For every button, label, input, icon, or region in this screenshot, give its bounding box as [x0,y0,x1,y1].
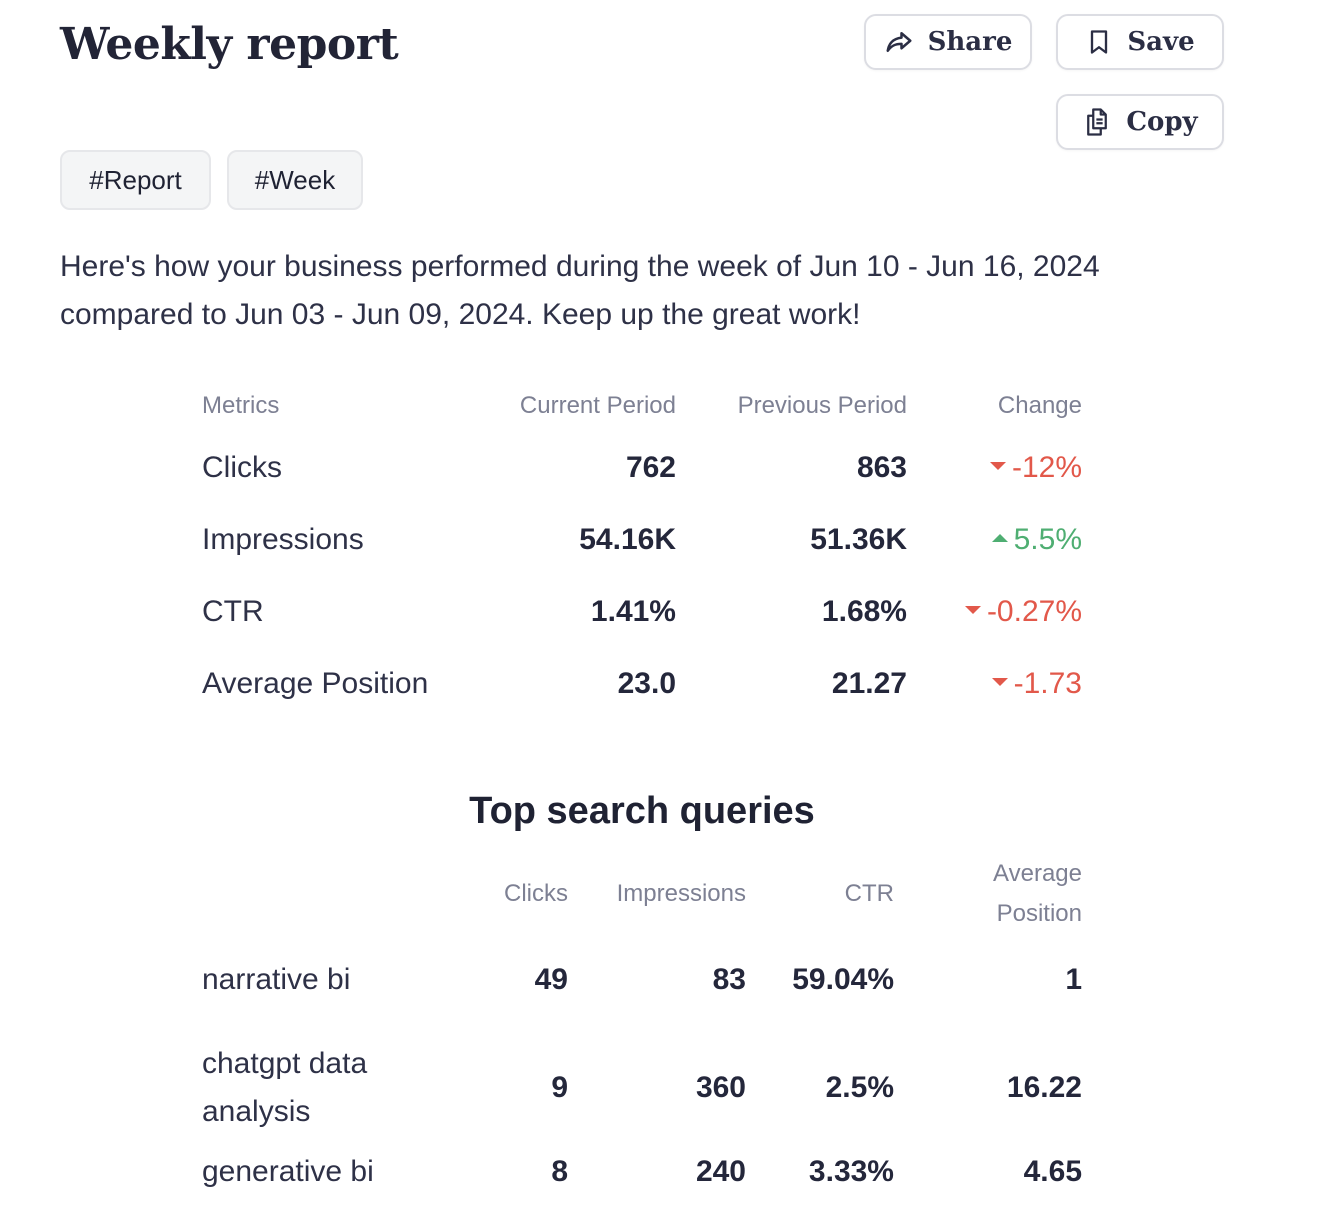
metric-change: -12% [989,432,1082,504]
query-position: 1 [1065,963,1082,996]
query-row: narrative bi 49 83 59.04% 1 [202,938,1082,1022]
header-clicks: Clicks [504,880,568,907]
query-impressions: 240 [695,1155,746,1188]
query-ctr: 3.33% [808,1155,894,1188]
metric-previous: 863 [856,451,907,484]
bookmark-icon [1091,30,1108,54]
metric-row-clicks: Clicks 762 863 -12% [202,432,1082,504]
save-label: Save [1127,27,1195,57]
query-clicks: 8 [551,1155,568,1188]
header-impressions: Impressions [616,880,746,907]
metric-change-value: 5.5% [1013,523,1082,556]
query-clicks: 9 [551,1071,568,1104]
header-average-position: Average Position [993,860,1082,927]
top-queries-table: Clicks Impressions CTR Average Position … [202,854,1082,1218]
query-text: generative bi [202,1155,374,1188]
tag-week[interactable]: #Week [227,150,363,210]
metric-change: -0.27% [964,576,1082,648]
share-icon [886,32,912,52]
save-button[interactable]: Save [1056,14,1224,70]
queries-header-row: Clicks Impressions CTR Average Position [202,854,1082,938]
query-clicks: 49 [534,963,568,996]
metric-row-average-position: Average Position 23.0 21.27 -1.73 [202,648,1082,720]
metric-previous: 51.36K [810,523,907,556]
down-arrow-icon [989,462,1006,471]
page-title: Weekly report [60,19,399,70]
query-row: chatgpt data analysis 9 360 2.5% 16.22 [202,1022,1082,1134]
metric-name: Impressions [202,523,364,556]
metric-change-value: -0.27% [986,595,1082,628]
query-text: chatgpt data analysis [202,1047,368,1128]
query-ctr: 59.04% [792,963,894,996]
top-queries-title: Top search queries [469,790,815,832]
metric-current: 762 [625,451,676,484]
down-arrow-icon [991,678,1008,687]
up-arrow-icon [991,534,1008,543]
header-current-period: Current Period [519,392,676,419]
down-arrow-icon [964,606,981,615]
query-impressions: 83 [712,963,746,996]
metrics-header-row: Metrics Current Period Previous Period C… [202,380,1082,432]
query-text: narrative bi [202,963,351,996]
tag-report[interactable]: #Report [60,150,211,210]
copy-label: Copy [1126,107,1198,137]
metric-name: Average Position [202,667,429,700]
query-ctr: 2.5% [825,1071,894,1104]
share-button[interactable]: Share [864,14,1032,70]
query-impressions: 360 [695,1071,746,1104]
metric-name: CTR [202,595,264,628]
header-ctr: CTR [844,880,894,907]
metric-change-value: -1.73 [1013,667,1082,700]
metric-row-impressions: Impressions 54.16K 51.36K 5.5% [202,504,1082,576]
metric-row-ctr: CTR 1.41% 1.68% -0.27% [202,576,1082,648]
metrics-table: Metrics Current Period Previous Period C… [202,380,1082,720]
query-row: generative bi 8 240 3.33% 4.65 [202,1134,1082,1218]
metric-change: 5.5% [991,504,1082,576]
report-intro: Here's how your business performed durin… [60,250,1100,331]
query-position: 16.22 [1006,1071,1082,1104]
metric-change: -1.73 [991,648,1082,720]
metric-previous: 1.68% [821,595,907,628]
copy-icon [1087,108,1108,136]
header-previous-period: Previous Period [737,392,907,419]
header-change: Change [997,392,1082,419]
metric-current: 23.0 [617,667,676,700]
query-position: 4.65 [1023,1155,1082,1188]
metric-previous: 21.27 [831,667,907,700]
copy-button[interactable]: Copy [1056,94,1224,150]
share-label: Share [927,27,1013,57]
metric-change-value: -12% [1011,451,1082,484]
metric-current: 54.16K [579,523,676,556]
header-metrics: Metrics [202,392,280,419]
metric-current: 1.41% [590,595,676,628]
metric-name: Clicks [202,451,282,484]
